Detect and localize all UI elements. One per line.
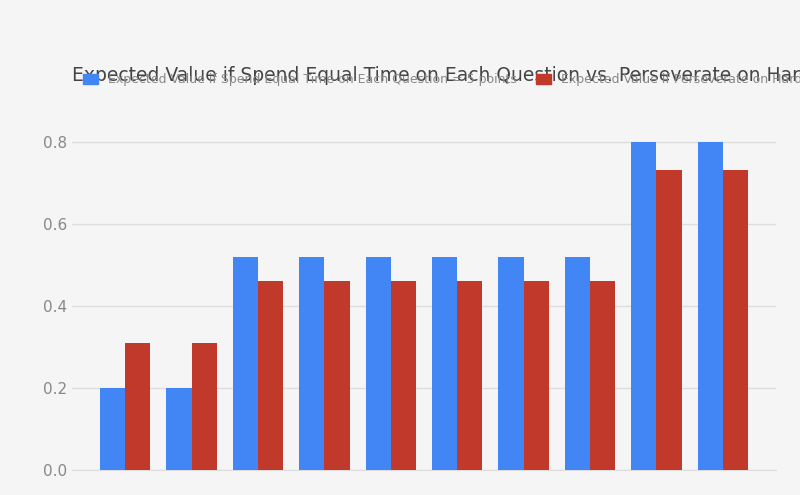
Bar: [191, 343, 217, 470]
Bar: [657, 170, 682, 470]
Bar: [233, 257, 258, 470]
Bar: [432, 257, 458, 470]
Bar: [698, 142, 723, 470]
Bar: [631, 142, 657, 470]
Bar: [125, 343, 150, 470]
Legend: Expected Value if Spend Equal Time on Each Question = 5 points, Expected Value i: Expected Value if Spend Equal Time on Ea…: [78, 68, 800, 91]
Text: Expected Value if Spend Equal Time on Each Question vs. Perseverate on Hard Ques: Expected Value if Spend Equal Time on Ea…: [72, 66, 800, 85]
Bar: [458, 281, 482, 470]
Bar: [524, 281, 549, 470]
Bar: [100, 388, 125, 470]
Bar: [166, 388, 191, 470]
Bar: [565, 257, 590, 470]
Bar: [258, 281, 283, 470]
Bar: [299, 257, 324, 470]
Bar: [390, 281, 416, 470]
Bar: [590, 281, 615, 470]
Bar: [723, 170, 748, 470]
Bar: [366, 257, 390, 470]
Bar: [324, 281, 350, 470]
Bar: [498, 257, 524, 470]
